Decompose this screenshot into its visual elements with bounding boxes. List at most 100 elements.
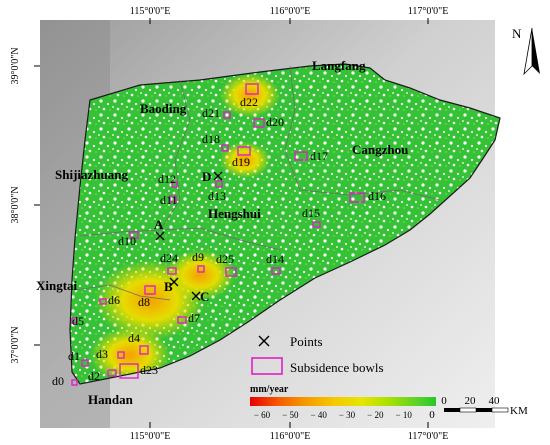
bowl-label-d12: d12 xyxy=(158,172,176,186)
bowl-label-d6: d6 xyxy=(108,293,120,307)
left-tick-39: 39°0'0"N xyxy=(10,47,21,84)
bowl-label-d13: d13 xyxy=(208,189,226,203)
bowl-label-d0: d0 xyxy=(52,374,64,388)
left-tick-37: 37°0'0"N xyxy=(10,326,21,363)
point-B: B xyxy=(164,277,179,294)
bowl-label-d7: d7 xyxy=(188,311,200,325)
bowl-d21 xyxy=(223,111,231,119)
bowl-d2 xyxy=(107,369,117,377)
frame-ticks xyxy=(34,18,429,428)
legend-colorbar xyxy=(250,397,436,406)
bowl-d13 xyxy=(215,180,223,188)
prefecture-boundaries xyxy=(74,65,441,301)
scale-unit: KM xyxy=(510,405,528,417)
subsidence-bowls xyxy=(71,83,365,386)
bowl-label-d9: d9 xyxy=(192,250,204,264)
bowl-label-d4: d4 xyxy=(128,331,140,345)
city-handan: Handan xyxy=(88,392,134,407)
bowl-d15 xyxy=(312,221,321,228)
scale-tick-20: 20 xyxy=(465,395,477,407)
top-tick-116: 116°0'0"E xyxy=(270,6,311,17)
bowl-label-d23: d23 xyxy=(140,363,158,377)
bowl-label-d19: d19 xyxy=(232,155,250,169)
bowl-legend-icon xyxy=(251,357,283,375)
scale-bar: 0 20 40 KM xyxy=(441,395,528,417)
legend-tick: − 20 xyxy=(367,410,384,420)
bowl-d16 xyxy=(349,192,365,203)
bowl-d10 xyxy=(129,231,139,239)
top-tick-117: 117°0'0"E xyxy=(408,6,449,17)
bowl-d9 xyxy=(197,265,205,273)
bowl-label-d11: d11 xyxy=(160,193,178,207)
legend-bowls-label: Subsidence bowls xyxy=(290,360,384,375)
bowl-label-d15: d15 xyxy=(302,206,320,220)
legend-ticks: − 60 − 50 − 40 − 30 − 20 − 10 0 xyxy=(254,409,435,421)
bowl-labels: d0 d1 d2 d3 d4 d5 d6 d7 d8 d9 d10 d11 d12 d13 d14 d15 d1… xyxy=(52,95,386,388)
bottom-tick-115: 115°0'0"E xyxy=(130,431,171,442)
bowl-d20 xyxy=(253,118,265,128)
city-baoding: Baoding xyxy=(140,101,187,116)
city-xingtai: Xingtai xyxy=(36,278,78,293)
left-tick-labels: 39°0'0"N 38°0'0"N 37°0'0"N xyxy=(10,47,21,363)
point-D: D xyxy=(202,169,223,184)
bowl-d7 xyxy=(177,316,187,324)
legend-tick: − 50 xyxy=(282,410,299,420)
legend-unit: mm/year xyxy=(250,384,289,395)
bowl-d12 xyxy=(171,181,178,188)
north-letter: N xyxy=(512,26,522,41)
bowl-d23 xyxy=(119,363,139,379)
bowl-d8 xyxy=(144,285,156,295)
bowl-d11 xyxy=(169,195,177,203)
city-cangzhou: Cangzhou xyxy=(352,142,408,157)
bowl-label-d25: d25 xyxy=(216,252,234,266)
legend-tick: − 60 xyxy=(254,410,271,420)
bowl-label-d22: d22 xyxy=(240,95,258,109)
north-arrow-icon: N xyxy=(512,26,540,76)
bowl-label-d14: d14 xyxy=(266,252,284,266)
bowl-d3 xyxy=(117,351,125,359)
city-hengshui: Hengshui xyxy=(208,206,261,221)
bowl-label-d10: d10 xyxy=(118,234,136,248)
scale-tick-40: 40 xyxy=(489,395,501,407)
bowl-label-d1: d1 xyxy=(68,349,80,363)
bowl-label-d24: d24 xyxy=(160,251,178,265)
bowl-d17 xyxy=(294,151,308,161)
bowl-d5 xyxy=(71,317,78,324)
bowl-label-d2: d2 xyxy=(88,369,100,383)
bowl-label-d20: d20 xyxy=(266,115,284,129)
top-tick-labels: 115°0'0"E 116°0'0"E 117°0'0"E xyxy=(130,6,449,17)
point-legend-icon xyxy=(258,335,270,347)
bowl-d0 xyxy=(71,379,78,386)
bowl-label-d18: d18 xyxy=(202,132,220,146)
bowl-d1 xyxy=(81,359,89,367)
points-layer: A B C D xyxy=(154,169,223,304)
bowl-label-d16: d16 xyxy=(368,189,386,203)
city-langfang: Langfang xyxy=(312,58,366,73)
city-shijiazhuang: Shijiazhuang xyxy=(55,167,128,182)
point-C: C xyxy=(191,289,209,304)
left-tick-38: 38°0'0"N xyxy=(10,186,21,223)
bowl-label-d3: d3 xyxy=(96,347,108,361)
point-label-C: C xyxy=(200,289,209,304)
bowl-d4 xyxy=(139,345,149,355)
legend-points-label: Points xyxy=(290,334,323,349)
bowl-label-d17: d17 xyxy=(310,149,328,163)
city-labels: Langfang Baoding Cangzhou Shijiazhuang Hengs… xyxy=(36,58,408,407)
bottom-tick-labels: 115°0'0"E 116°0'0"E 117°0'0"E xyxy=(130,431,449,442)
legend-tick: 0 xyxy=(429,409,435,421)
scale-tick-0: 0 xyxy=(441,395,447,407)
bowl-d24 xyxy=(167,267,177,275)
color-legend: mm/year − 60 − 50 − 40 − 30 − 20 − 10 0 xyxy=(250,384,436,421)
bowl-d25 xyxy=(225,267,237,277)
legend-tick: − 40 xyxy=(311,410,328,420)
point-label-D: D xyxy=(202,169,211,184)
bowl-label-d8: d8 xyxy=(138,295,150,309)
bowl-label-d21: d21 xyxy=(202,106,220,120)
top-tick-115: 115°0'0"E xyxy=(130,6,171,17)
bowl-d6 xyxy=(99,298,107,305)
bowl-d22 xyxy=(245,83,259,95)
point-label-B: B xyxy=(164,279,173,294)
point-A: A xyxy=(154,217,165,241)
legend-tick: − 10 xyxy=(396,410,413,420)
